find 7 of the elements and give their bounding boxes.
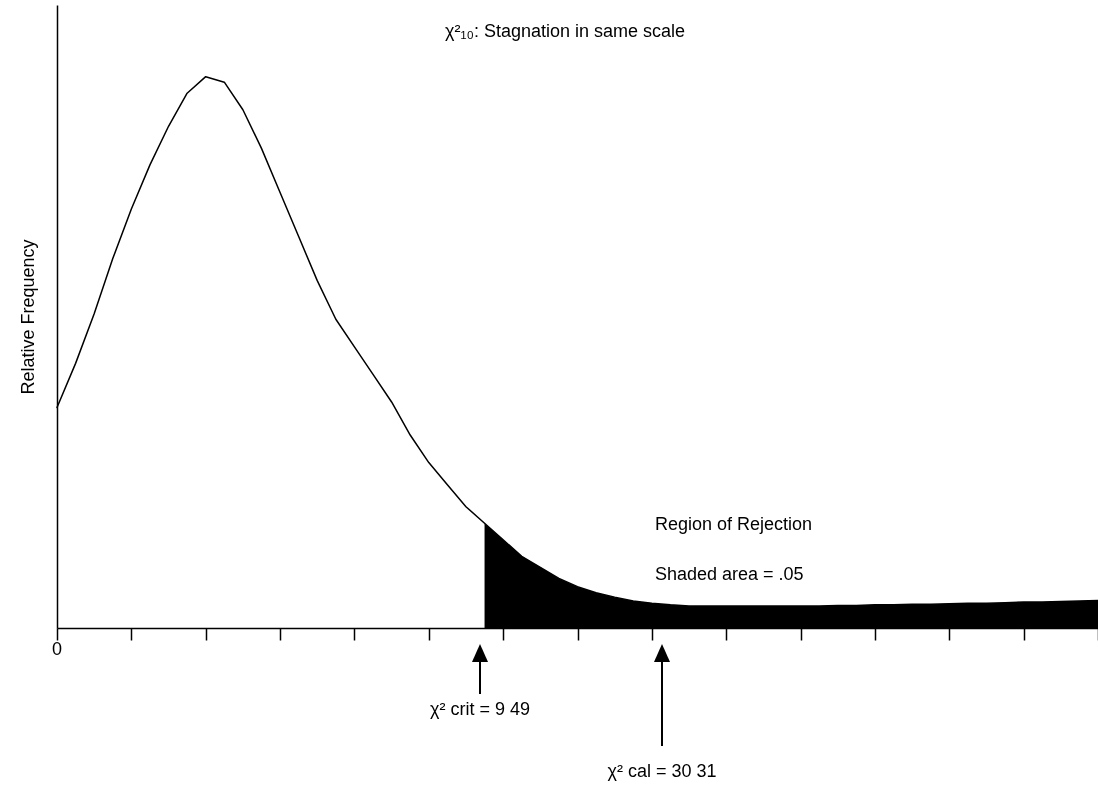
text: χ² cal = 30 31 — [607, 761, 717, 781]
y-axis-title: Relative Frequency — [17, 239, 38, 395]
text: 0 — [51, 639, 63, 659]
chart-title: χ²₁₀: Stagnation in same scale — [444, 21, 686, 41]
annotation: Region of Rejection — [655, 514, 813, 534]
text: χ² crit = 9 49 — [430, 699, 530, 719]
annotation: Shaded area = .05 — [655, 564, 804, 584]
